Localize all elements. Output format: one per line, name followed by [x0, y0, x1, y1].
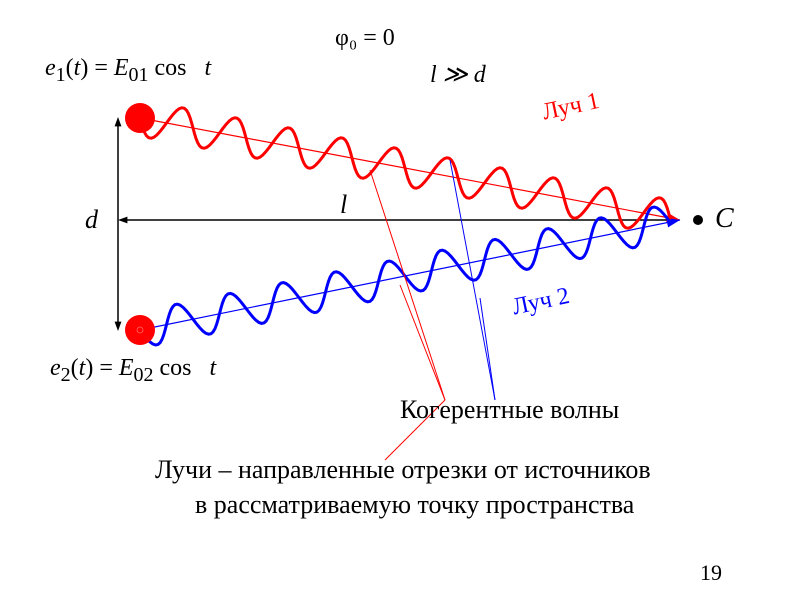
formula-e2: e2(t) = E02 cos t — [50, 355, 216, 387]
page-number: 19 — [700, 560, 722, 586]
formula-phi0: φ₀ = 0 — [335, 25, 395, 52]
formula-lggd: l ≫ d — [430, 60, 486, 89]
label-l: l — [340, 190, 347, 220]
label-d: d — [85, 205, 98, 235]
formula-e1: e1(t) = E01 cos t — [45, 55, 211, 87]
caption-line2: в рассматриваемую точку пространства — [195, 490, 634, 520]
label-C: C — [715, 203, 734, 235]
caption-line1: Лучи – направленные отрезки от источнико… — [155, 455, 651, 485]
coherent-label: Когерентные волны — [400, 395, 619, 425]
